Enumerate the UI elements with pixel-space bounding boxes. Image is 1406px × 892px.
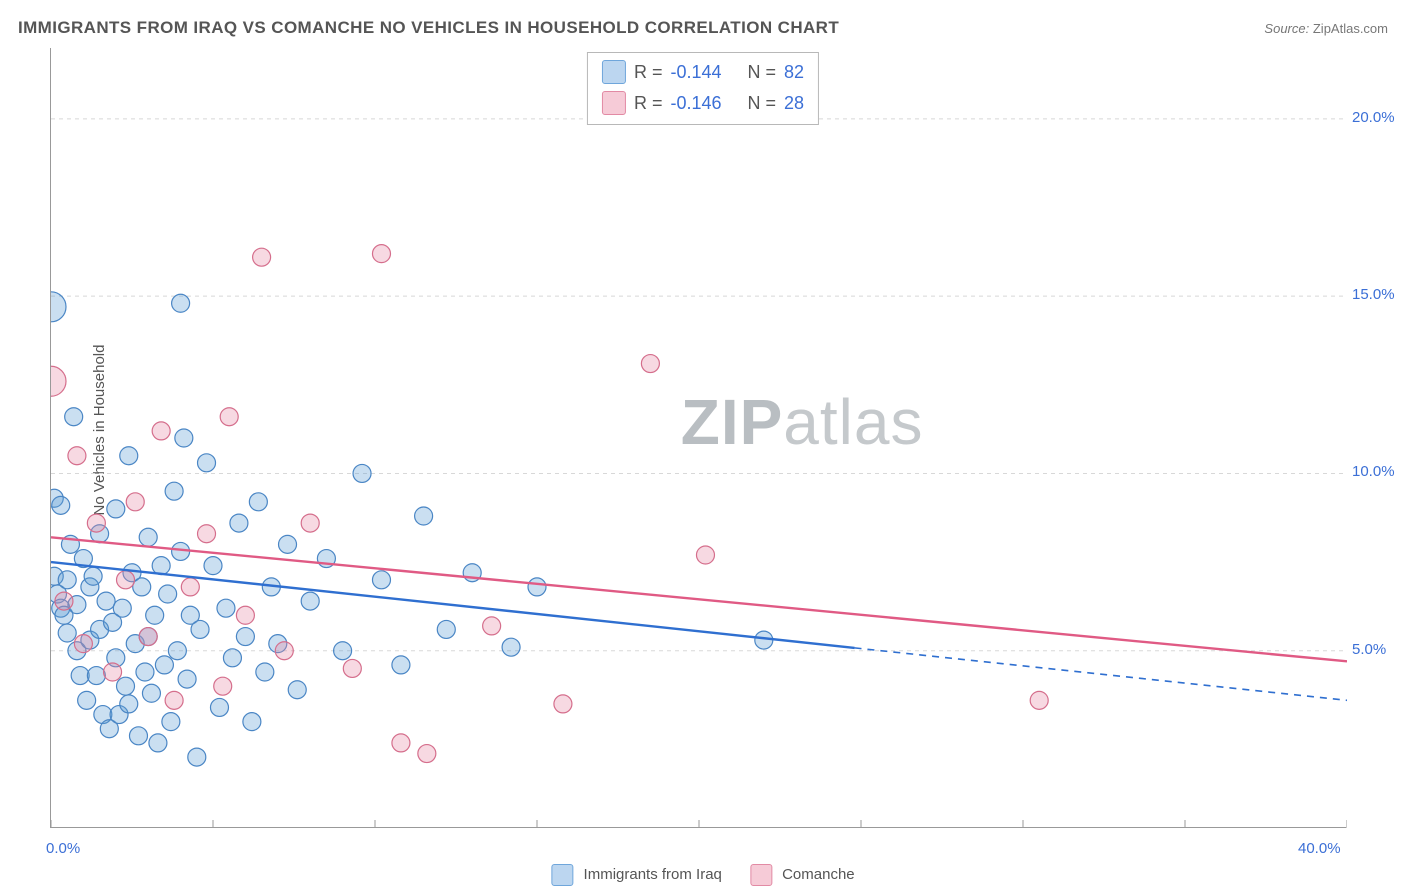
x-tick-label: 40.0% [1298, 840, 1341, 857]
source-name: ZipAtlas.com [1313, 21, 1388, 36]
y-tick-label: 10.0% [1352, 463, 1406, 480]
bottom-legend: Immigrants from Iraq Comanche [551, 864, 854, 886]
r-prefix: R = [634, 88, 663, 119]
chart-container: IMMIGRANTS FROM IRAQ VS COMANCHE NO VEHI… [0, 0, 1406, 892]
comanche-n-value: 28 [784, 88, 804, 119]
swatch-comanche-icon [602, 91, 626, 115]
plot-area: ZIPatlas [50, 48, 1346, 828]
legend-label-comanche: Comanche [782, 866, 855, 883]
legend-swatch-comanche-icon [750, 864, 772, 886]
y-tick-label: 20.0% [1352, 109, 1406, 126]
source-label: Source: [1264, 21, 1309, 36]
r-prefix: R = [634, 57, 663, 88]
stats-row-iraq: R = -0.144 N = 82 [602, 57, 804, 88]
legend-label-iraq: Immigrants from Iraq [584, 866, 722, 883]
header-row: IMMIGRANTS FROM IRAQ VS COMANCHE NO VEHI… [18, 18, 1388, 38]
y-tick-label: 5.0% [1352, 641, 1406, 658]
swatch-iraq-icon [602, 60, 626, 84]
legend-item-comanche: Comanche [750, 864, 855, 886]
correlation-stats-box: R = -0.144 N = 82 R = -0.146 N = 28 [587, 52, 819, 125]
n-prefix: N = [748, 57, 777, 88]
source-attribution: Source: ZipAtlas.com [1264, 21, 1388, 36]
legend-item-iraq: Immigrants from Iraq [551, 864, 722, 886]
chart-title: IMMIGRANTS FROM IRAQ VS COMANCHE NO VEHI… [18, 18, 839, 38]
iraq-r-value: -0.144 [670, 57, 721, 88]
n-prefix: N = [748, 88, 777, 119]
legend-swatch-iraq-icon [551, 864, 573, 886]
iraq-n-value: 82 [784, 57, 804, 88]
x-tick-label: 0.0% [46, 840, 80, 857]
plot-svg [51, 48, 1347, 828]
y-tick-label: 15.0% [1352, 286, 1406, 303]
comanche-r-value: -0.146 [670, 88, 721, 119]
stats-row-comanche: R = -0.146 N = 28 [602, 88, 804, 119]
